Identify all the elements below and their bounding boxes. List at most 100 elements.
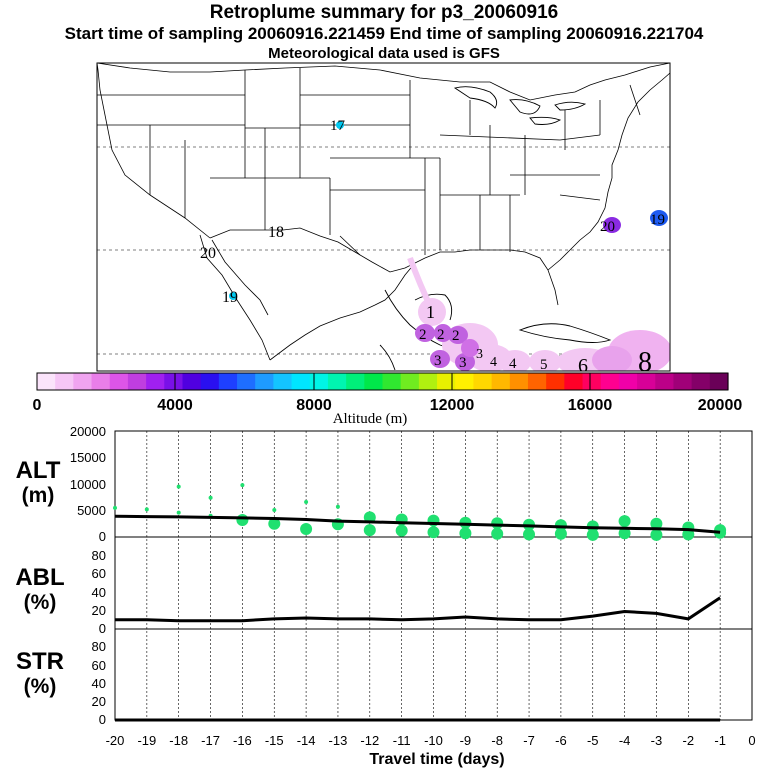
x-tick-label: -19 bbox=[137, 733, 156, 748]
colorbar-cell bbox=[291, 373, 311, 390]
str-panel-frame bbox=[114, 628, 753, 721]
plume-blob bbox=[336, 121, 344, 129]
plume-blob bbox=[448, 326, 468, 344]
colorbar-cell bbox=[527, 373, 547, 390]
map-gridlines bbox=[97, 146, 670, 355]
colorbar-tick: 4000 bbox=[157, 397, 193, 414]
alt-point bbox=[554, 527, 567, 540]
str-ylabel: STR bbox=[16, 648, 64, 675]
day-label: 1 bbox=[426, 302, 435, 322]
plume-blob bbox=[415, 324, 435, 342]
colorbar-cell bbox=[400, 373, 420, 390]
colorbar-cell bbox=[437, 373, 456, 390]
day-label: 19 bbox=[650, 212, 665, 228]
alt-ytick: 20000 bbox=[70, 424, 106, 439]
alt-point bbox=[682, 528, 695, 541]
x-tick-label: -9 bbox=[460, 733, 472, 748]
alt-point bbox=[363, 524, 376, 537]
x-tick-label: -15 bbox=[265, 733, 284, 748]
colorbar-cell bbox=[55, 373, 74, 390]
colorbar-tick: 8000 bbox=[296, 397, 332, 414]
us-state-boundaries bbox=[97, 63, 670, 361]
x-tick-label: -11 bbox=[393, 733, 411, 748]
alt-point bbox=[459, 527, 472, 540]
colorbar-tick: 0 bbox=[33, 397, 42, 414]
time-series-panels: ALT (m) ABL (%) STR (%) 20000 15000 1000… bbox=[15, 424, 755, 768]
x-tick-label: -20 bbox=[106, 733, 125, 748]
x-tick-label: -18 bbox=[169, 733, 188, 748]
x-tick-label: -4 bbox=[619, 733, 631, 748]
day-label: 2 bbox=[452, 328, 460, 344]
day-label: 4 bbox=[490, 355, 497, 370]
day-label: 2 bbox=[419, 327, 427, 343]
colorbar-cell bbox=[491, 373, 511, 390]
colorbar-cell bbox=[200, 373, 220, 390]
colorbar-cell bbox=[73, 373, 93, 390]
colorbar-cell bbox=[691, 373, 711, 390]
x-tick-label: -12 bbox=[360, 733, 379, 748]
alt-point bbox=[268, 517, 281, 530]
alt-mean-line bbox=[114, 514, 721, 534]
colorbar-cell bbox=[91, 373, 111, 390]
x-axis-label: Travel time (days) bbox=[369, 751, 504, 768]
colorbar-cell bbox=[637, 373, 656, 390]
altitude-colorbar: 0 4000 8000 12000 16000 20000 Altitude (… bbox=[33, 372, 742, 427]
alt-point bbox=[491, 527, 504, 540]
abl-ytick: 80 bbox=[92, 548, 106, 563]
map-frame bbox=[96, 62, 671, 372]
abl-line bbox=[115, 596, 721, 623]
colorbar-cell bbox=[109, 373, 129, 390]
plume-blob bbox=[499, 350, 531, 371]
plume-blob bbox=[650, 210, 668, 226]
alt-ytick: 15000 bbox=[70, 450, 106, 465]
plume-blob bbox=[430, 350, 450, 368]
colorbar-cell bbox=[673, 373, 693, 390]
alt-point bbox=[650, 528, 663, 541]
plume-blob bbox=[461, 339, 479, 357]
str-ytick: 20 bbox=[92, 694, 106, 709]
plume-blob bbox=[603, 217, 621, 233]
colorbar-cell bbox=[618, 373, 638, 390]
x-tick-label: -8 bbox=[491, 733, 503, 748]
alt-point bbox=[240, 483, 245, 488]
abl-ytick: 0 bbox=[99, 621, 106, 636]
alt-point bbox=[300, 523, 313, 535]
colorbar-cell bbox=[273, 373, 293, 390]
colorbar-cell bbox=[600, 373, 620, 390]
day-label: 8 bbox=[638, 347, 652, 378]
abl-ytick: 60 bbox=[92, 566, 106, 581]
colorbar-cell bbox=[655, 373, 675, 390]
alt-ylabel-unit: (m) bbox=[22, 484, 55, 507]
day-label: 19 bbox=[222, 289, 238, 306]
colorbar-cell bbox=[709, 373, 729, 390]
day-label: 20 bbox=[600, 219, 615, 235]
colorbar-cell bbox=[146, 373, 165, 390]
alt-point bbox=[176, 484, 181, 489]
abl-ylabel-unit: (%) bbox=[24, 591, 57, 614]
colorbar-cell bbox=[218, 373, 238, 390]
plume-blob bbox=[455, 353, 475, 371]
x-tick-label: -1 bbox=[714, 733, 726, 748]
sampling-time-subtitle: Start time of sampling 20060916.221459 E… bbox=[64, 24, 704, 43]
colorbar-cell bbox=[382, 373, 402, 390]
day-label: 17 bbox=[330, 118, 346, 134]
colorbar-cell bbox=[546, 373, 565, 390]
colorbar-cell bbox=[455, 373, 475, 390]
abl-ytick: 40 bbox=[92, 585, 106, 600]
alt-point bbox=[491, 517, 504, 530]
alt-ylabel: ALT bbox=[16, 457, 61, 484]
alt-point bbox=[618, 515, 631, 528]
x-tick-label: -6 bbox=[555, 733, 567, 748]
colorbar-cell bbox=[309, 373, 329, 390]
alt-point bbox=[113, 505, 117, 510]
str-ytick: 0 bbox=[99, 712, 106, 727]
day-label: 3 bbox=[476, 347, 483, 362]
colorbar-cell bbox=[418, 373, 438, 390]
x-tick-label: -17 bbox=[201, 733, 220, 748]
day-label: 18 bbox=[268, 224, 284, 241]
day-label: 5 bbox=[540, 357, 548, 373]
plume-blob bbox=[592, 346, 632, 371]
x-tick-label: 0 bbox=[748, 733, 755, 748]
alt-scatter bbox=[113, 483, 727, 541]
alt-point bbox=[523, 528, 535, 541]
